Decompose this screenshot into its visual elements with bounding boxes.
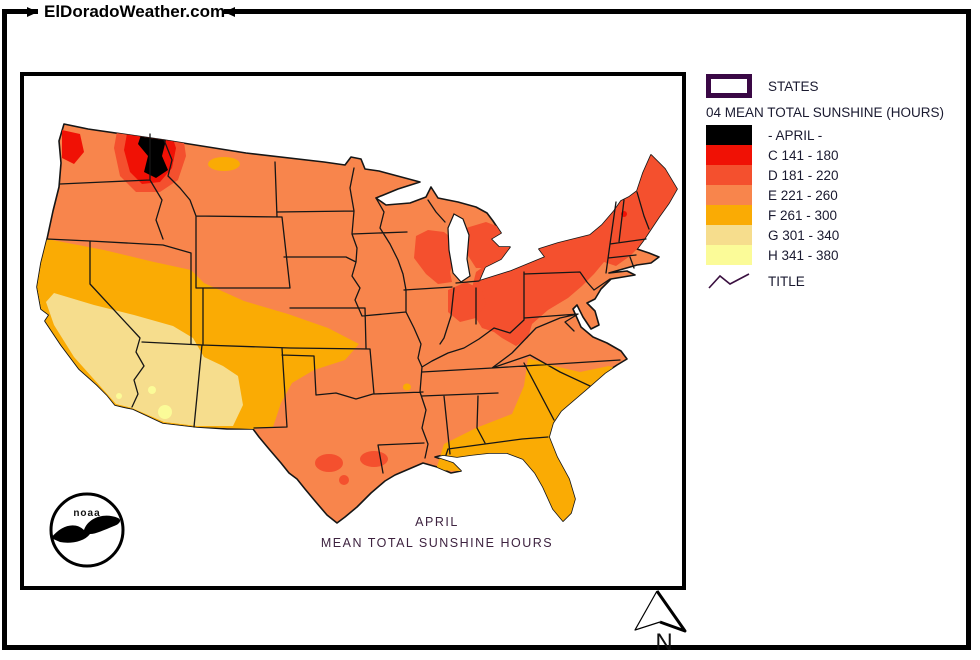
region-D-michigan [466,222,511,268]
region-D-texas-spot [339,475,349,485]
category-label: D 181 - 220 [768,167,839,183]
category-label: G 301 - 340 [768,227,840,243]
noaa-bird-icon [51,515,121,543]
title-label: TITLE [768,273,805,289]
region-F-montana-spot [208,157,240,171]
north-arrow: N [634,590,687,656]
north-arrow-left-edge [634,590,661,631]
legend-layer-title: 04 MEAN TOTAL SUNSHINE (HOURS) [706,105,945,120]
noaa-logo-text: noaa [73,508,100,519]
header-arrow-left-icon [224,6,235,17]
legend-category-row: E 221 - 260 [706,185,968,205]
legend-category-row: - APRIL - [706,125,968,145]
us-sunshine-map: noaa APRIL MEAN TOTAL SUNSHINE HOURS [36,123,678,568]
states-label: STATES [768,78,819,94]
category-swatch-f [706,205,752,225]
legend-category-row: G 301 - 340 [706,225,968,245]
legend-category-row: C 141 - 180 [706,145,968,165]
category-label: - APRIL - [768,127,823,143]
map-caption-line1: APRIL [415,515,459,529]
noaa-logo: noaa [49,492,125,568]
region-H-spot [158,405,172,419]
title-gap [38,7,224,17]
category-label: H 341 - 380 [768,247,839,263]
region-C-olympic [62,130,84,164]
legend: STATES 04 MEAN TOTAL SUNSHINE (HOURS) - … [706,74,968,291]
region-G-interior-southwest [46,293,243,426]
legend-category-row: F 261 - 300 [706,205,968,225]
legend-states-row: STATES [706,74,968,98]
states-outline-swatch [706,74,752,98]
legend-title-row: TITLE [706,271,968,291]
category-swatch-h [706,245,752,265]
category-swatch-april [706,125,752,145]
site-title: ElDoradoWeather.com [44,2,226,21]
category-label: C 141 - 180 [768,147,839,163]
category-swatch-e [706,185,752,205]
region-F-kentucky-spot [403,383,411,391]
state-borders [46,133,650,474]
category-swatch-c [706,145,752,165]
north-label: N [655,629,672,656]
region-H-spot [116,393,122,399]
lake-michigan [447,213,471,283]
north-arrow-right-edge [655,590,687,633]
category-swatch-d [706,165,752,185]
region-H-spot [148,386,156,394]
legend-category-row: H 341 - 380 [706,245,968,265]
region-D-wisconsin [414,230,456,284]
region-D-northeast [472,148,677,346]
legend-category-row: D 181 - 220 [706,165,968,185]
page-border [2,9,971,650]
region-black-seattle [138,130,168,178]
header-arrow-right-icon [27,6,38,17]
map-frame: noaa APRIL MEAN TOTAL SUNSHINE HOURS [20,72,686,590]
category-swatch-g [706,225,752,245]
region-D-texas-spot [315,454,343,472]
region-D-texas-spot [360,451,388,467]
title-squiggle-icon [708,273,750,289]
category-label: F 261 - 300 [768,207,838,223]
map-caption-line2: MEAN TOTAL SUNSHINE HOURS [321,536,553,550]
category-label: E 221 - 260 [768,187,838,203]
